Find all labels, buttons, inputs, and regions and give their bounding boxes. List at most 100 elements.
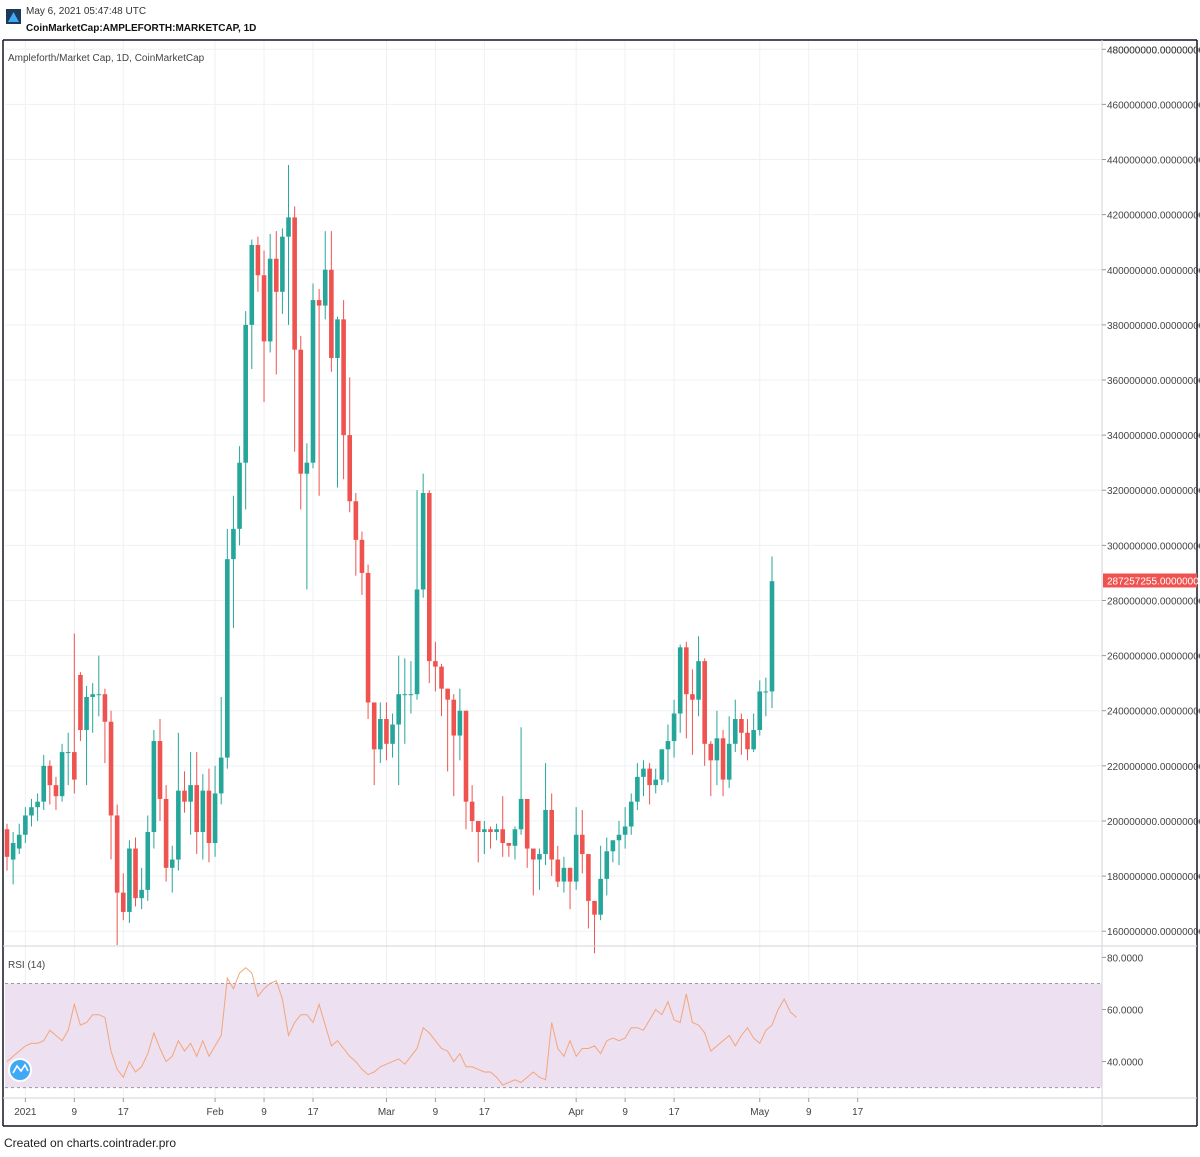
candle [488,826,493,849]
candle [169,845,175,893]
price-tick-label: 400000000.0000000000 [1107,266,1200,277]
candle [445,688,450,772]
candle-body [329,269,334,358]
candle [139,867,144,910]
candle-body [408,694,414,696]
candle-body [469,801,475,821]
candle [635,763,640,810]
candle-body [176,790,181,860]
candle [482,820,487,855]
candle [96,655,102,717]
candle [610,840,616,863]
rsi-axis: 40.0000 60.0000 80.0000 [1102,953,1144,1069]
candle-body [59,752,65,797]
candle [23,807,28,844]
rsi-tick-label: 60.0000 [1107,1005,1144,1016]
candle-body [751,730,756,750]
candle-body [420,493,426,590]
candle-body [494,829,499,832]
candle [16,823,22,855]
candle-body [537,854,542,860]
candle-body [402,694,408,696]
candle-body [445,688,450,700]
candle [225,528,230,769]
candle [684,641,689,739]
candle [598,845,603,921]
candle [35,793,40,821]
candle-body [316,300,322,306]
candle [4,823,10,871]
candle-body [610,840,616,852]
candle-body [463,710,469,802]
candle-body [114,815,120,893]
candle-body [543,809,548,855]
candle [182,771,187,813]
candle-body [739,719,744,733]
candle-body [10,843,16,860]
candle-body [41,765,47,802]
candle [304,443,310,590]
candle-body [182,790,187,802]
candle [512,826,518,860]
candle [561,856,567,893]
main-chart-title: Ampleforth/Market Cap, 1D, CoinMarketCap [8,53,205,64]
candle-body [482,829,487,832]
candle-body [549,809,554,860]
candle-body [84,696,89,731]
chart-header: May 6, 2021 05:47:48 UTC CoinMarketCap:A… [0,0,1200,40]
price-tick-label: 360000000.0000000000 [1107,376,1200,387]
price-tick-label: 460000000.0000000000 [1107,100,1200,111]
candle-body [671,713,677,742]
candle [573,807,579,890]
price-axis: 160000000.0000000000 180000000.0000000000… [1102,45,1200,938]
price-tick-label: 260000000.0000000000 [1107,652,1200,663]
candle [702,658,707,766]
last-price-label: 287257255.0000000000 [1107,576,1200,587]
candle [732,699,738,753]
candle [194,752,200,855]
candle [604,837,610,896]
candle-body [206,790,212,844]
candle [696,636,701,717]
candle-body [53,785,59,797]
candle-body [616,834,622,841]
candle-body [579,834,585,855]
candle [29,798,34,827]
candle [90,683,95,733]
candle [726,716,732,788]
candle [420,473,426,598]
candle [408,661,414,714]
candle [145,815,151,901]
candle [616,820,622,866]
candle [543,763,548,866]
candle [592,900,597,954]
candle-body [696,661,701,700]
candle [163,785,169,882]
candle-body [628,801,634,827]
candle-body [720,738,726,780]
candle-body [647,768,652,786]
candle-body [757,691,763,731]
candle-body [439,666,444,689]
time-tick-label: 17 [479,1107,491,1118]
last-price-badge [1103,573,1197,588]
candle-body [396,694,401,725]
chart-canvas[interactable]: 160000000.0000000000 180000000.0000000000… [0,0,1200,1130]
candle-body [29,807,34,816]
candle-body [212,793,218,844]
candle-body [47,765,53,786]
candle-body [732,719,738,744]
candle [414,490,420,700]
candle-body [23,815,28,835]
time-tick-label: 17 [669,1107,681,1118]
candle-body [16,834,22,849]
indicator-toggle-icon[interactable] [8,1058,32,1082]
candle [47,760,53,805]
candle-body [237,462,242,529]
rsi-panel-title: RSI (14) [8,960,45,971]
candle-body [518,798,524,830]
candle-body [365,572,371,703]
candle [531,848,536,896]
candle-body [531,848,536,860]
candle [641,760,646,797]
